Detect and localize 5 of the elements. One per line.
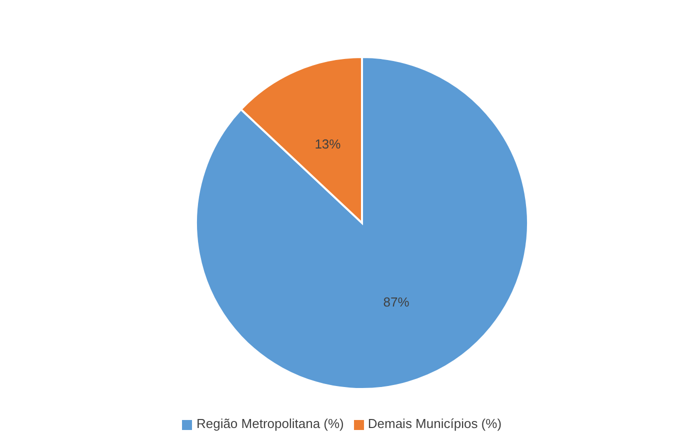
pie-slice bbox=[195, 56, 529, 390]
legend-label: Demais Municípios (%) bbox=[368, 416, 502, 431]
legend-label: Região Metropolitana (%) bbox=[196, 416, 344, 431]
data-label: 87% bbox=[383, 294, 410, 310]
data-label: 13% bbox=[314, 136, 342, 152]
